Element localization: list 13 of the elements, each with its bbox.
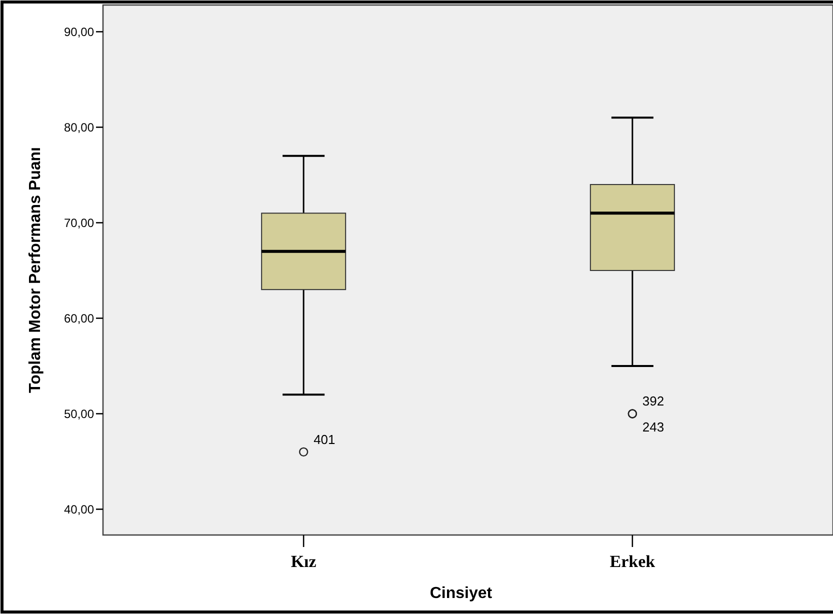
annotation: 243 <box>642 420 664 435</box>
y-tick-label: 50,00 <box>64 406 94 421</box>
y-axis-title: Toplam Motor Performans Puanı <box>27 147 44 393</box>
y-tick-label: 80,00 <box>64 120 94 134</box>
annotation: 401 <box>314 432 336 447</box>
x-tick-label: Erkek <box>610 552 656 571</box>
x-tick-label: Kız <box>290 552 317 571</box>
y-tick-label: 40,00 <box>64 502 94 516</box>
y-tick-label: 70,00 <box>64 216 94 230</box>
x-axis-title: Cinsiyet <box>430 585 493 602</box>
y-tick-label: 90,00 <box>64 24 94 39</box>
annotation: 392 <box>642 394 664 409</box>
y-tick-label: 60,00 <box>64 311 94 326</box>
